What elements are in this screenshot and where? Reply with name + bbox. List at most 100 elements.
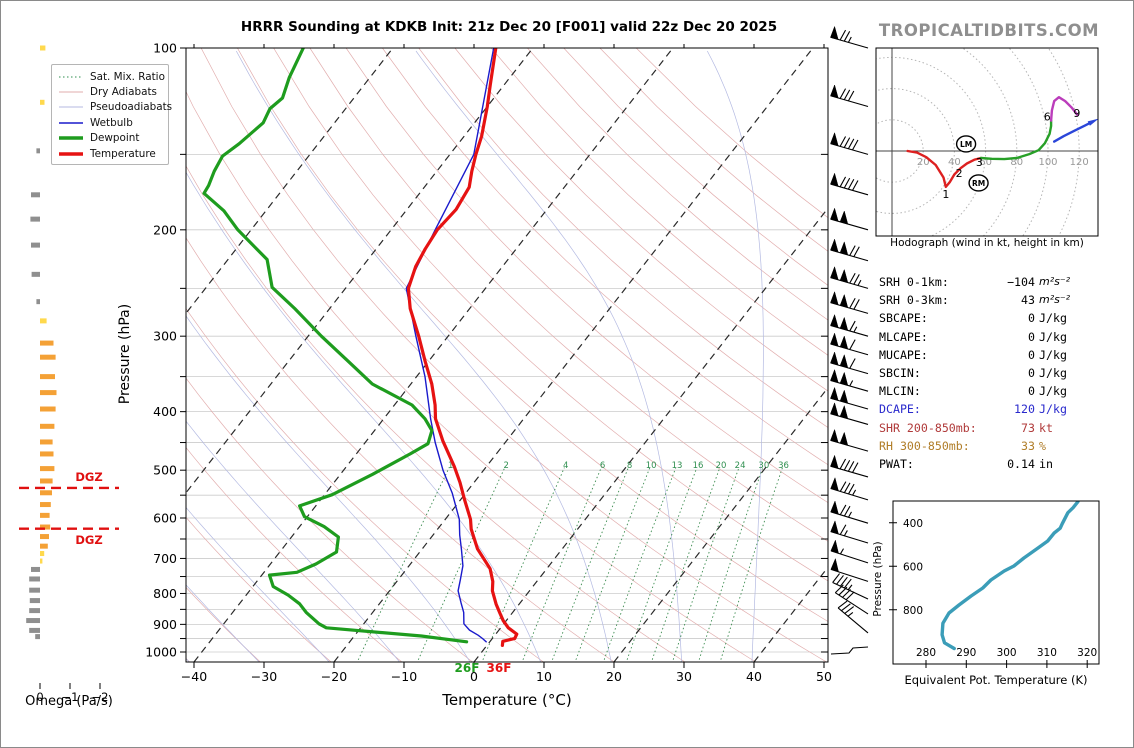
stat-label: MLCAPE: bbox=[879, 329, 928, 344]
thetae-y-tick: 800 bbox=[903, 605, 923, 617]
hodo-trace-6-9km bbox=[1049, 96, 1079, 122]
omega-bar bbox=[40, 466, 55, 472]
hodograph: 20 40 60 80 100 120 123 6 9 LM RM bbox=[875, 47, 1099, 237]
stat-row-9: RH 300-850mb: 33% bbox=[879, 437, 1091, 455]
legend-item-2: Pseudoadiabats bbox=[58, 100, 172, 115]
legend-label: Wetbulb bbox=[90, 116, 133, 129]
legend-label: Pseudoadiabats bbox=[90, 101, 173, 114]
legend-label: Temperature bbox=[90, 147, 156, 160]
stat-label: SRH 0-1km: bbox=[879, 275, 949, 289]
stat-value: 0 bbox=[1028, 347, 1035, 362]
temp-tick-label: 30 bbox=[676, 669, 692, 684]
thetae-x-tick: 300 bbox=[997, 647, 1017, 659]
stat-unit: J/kg bbox=[1039, 365, 1067, 380]
stat-row-4: MUCAPE: 0 J/kg bbox=[879, 346, 1091, 364]
pressure-tick-label: 400 bbox=[153, 404, 177, 419]
temp-tick-label: 0 bbox=[470, 669, 478, 684]
omega-bar bbox=[40, 406, 56, 412]
hodo-marker-label: RM bbox=[972, 179, 985, 188]
stat-unit: J/kg bbox=[1039, 347, 1067, 362]
stats-panel: SRH 0-1km: −104 m²s⁻² SRH 0-3km: 43 m²s⁻² SBCA… bbox=[879, 273, 1091, 473]
thetae-curve bbox=[940, 501, 1080, 651]
stat-value: 120 bbox=[1014, 402, 1035, 417]
isotherms-dashed bbox=[186, 48, 828, 662]
thetae-x-tick: 310 bbox=[1037, 647, 1057, 659]
omega-bar bbox=[40, 390, 57, 396]
mixing-ratio-label: 30 bbox=[758, 461, 769, 471]
mixing-ratio-label: 13 bbox=[672, 461, 683, 471]
hodograph-frame bbox=[875, 47, 1099, 237]
thetae-x-tick: 290 bbox=[956, 647, 976, 659]
omega-bar bbox=[29, 587, 40, 593]
legend-swatch bbox=[59, 76, 83, 78]
omega-bar bbox=[40, 490, 52, 496]
pressure-tick-label: 600 bbox=[153, 511, 177, 526]
temp-tick-label: 10 bbox=[536, 669, 552, 684]
temp-tick-label: 20 bbox=[606, 669, 622, 684]
pressure-tick-label: 200 bbox=[153, 222, 177, 237]
stat-unit: in bbox=[1039, 456, 1053, 471]
stat-value: 0 bbox=[1028, 329, 1035, 344]
temp-tick-label: −20 bbox=[321, 669, 347, 684]
omega-bar bbox=[40, 558, 43, 564]
hodo-arrowhead bbox=[1087, 118, 1098, 126]
mixing-ratio-label: 2 bbox=[503, 461, 508, 471]
temperature-axis-label: Temperature (°C) bbox=[442, 691, 572, 709]
mixing-ratio-label: 36 bbox=[778, 461, 789, 471]
stat-value: 0 bbox=[1028, 311, 1035, 326]
pressure-tick-label: 800 bbox=[153, 586, 177, 601]
page-title: HRRR Sounding at KDKB Init: 21z Dec 20 [… bbox=[240, 19, 778, 35]
mixing-ratio-label: 1 bbox=[448, 461, 453, 471]
temp-tick-label: −10 bbox=[391, 669, 417, 684]
temp-tick-label: 50 bbox=[816, 669, 832, 684]
omega-tick-label: −1 bbox=[62, 690, 79, 704]
temp-tick-label: −40 bbox=[181, 669, 207, 684]
omega-bar bbox=[29, 576, 40, 582]
omega-bar bbox=[40, 423, 55, 429]
legend-item-4: Dewpoint bbox=[58, 131, 162, 146]
omega-bar bbox=[40, 451, 54, 457]
mixing-ratio-label: 24 bbox=[735, 461, 746, 471]
mixing-ratio-label: 8 bbox=[627, 461, 632, 471]
stat-row-1: SRH 0-3km: 43 m²s⁻² bbox=[879, 291, 1091, 309]
hodo-marker-LM bbox=[955, 135, 977, 153]
dgz-label-lower: DGZ bbox=[75, 533, 103, 547]
pressure-tick-label: 900 bbox=[153, 617, 177, 632]
thetae-y-tick: 400 bbox=[903, 518, 923, 530]
omega-bar bbox=[40, 45, 46, 51]
legend-label: Sat. Mix. Ratio bbox=[90, 70, 165, 83]
dry-adiabats bbox=[186, 48, 828, 662]
stat-row-8: SHR 200-850mb: 73 kt bbox=[879, 419, 1091, 437]
stat-value: 0.14 bbox=[1007, 456, 1035, 471]
pressure-tick-label: 500 bbox=[153, 463, 177, 478]
legend-item-0: Sat. Mix. Ratio bbox=[58, 69, 165, 84]
omega-bar bbox=[31, 271, 40, 277]
stat-row-0: SRH 0-1km: −104 m²s⁻² bbox=[879, 273, 1091, 291]
mixing-ratio-label: 10 bbox=[646, 461, 657, 471]
omega-bar bbox=[36, 148, 40, 154]
hodo-height-label: 9 bbox=[1073, 107, 1080, 120]
stat-label: SBCIN: bbox=[879, 365, 921, 380]
thetae-x-tick: 320 bbox=[1077, 647, 1097, 659]
mixing-ratio-label: 6 bbox=[600, 461, 605, 471]
omega-bar bbox=[40, 340, 54, 346]
legend-item-5: Temperature bbox=[58, 146, 162, 161]
dewpoint-curve bbox=[202, 48, 469, 644]
legend-swatch bbox=[59, 122, 83, 124]
stat-row-5: SBCIN: 0 J/kg bbox=[879, 364, 1091, 382]
legend-item-3: Wetbulb bbox=[58, 115, 162, 130]
stat-label: SRH 0-3km: bbox=[879, 293, 949, 308]
mixing-ratio-lines: 1 2 4 6 8 10 13 16 20 24 30 36 bbox=[356, 461, 789, 662]
omega-bar bbox=[29, 598, 40, 604]
hodograph-caption: Hodograph (wind in kt, height in km) bbox=[890, 237, 1084, 249]
thetae-x-tick: 280 bbox=[916, 647, 936, 659]
stat-value: 33 bbox=[1021, 438, 1035, 453]
stat-unit: J/kg bbox=[1039, 402, 1067, 417]
omega-bar bbox=[30, 216, 40, 222]
omega-bar bbox=[40, 318, 47, 324]
hodo-marker-RM bbox=[968, 174, 989, 192]
omega-bar bbox=[40, 374, 55, 380]
stat-unit: m²s⁻² bbox=[1039, 293, 1071, 307]
